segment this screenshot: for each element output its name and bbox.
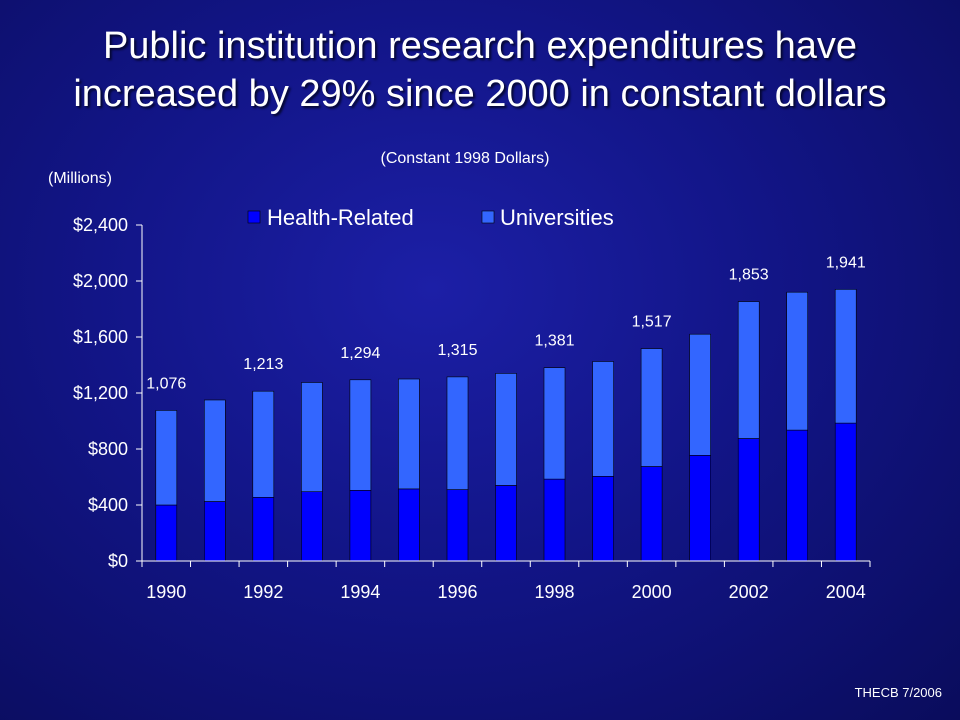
bar-health-related-1997 <box>495 485 517 562</box>
legend-swatch-health-related <box>247 210 261 224</box>
data-label: 1,941 <box>826 254 866 271</box>
x-tick-label: 2000 <box>632 582 672 602</box>
bar-universities-2004 <box>834 288 857 424</box>
legend-swatch-universities <box>481 210 495 224</box>
bar-health-related-2001 <box>689 454 711 562</box>
bar-universities-2000 <box>640 348 663 467</box>
data-label: 1,213 <box>243 356 283 373</box>
bar-health-related-1996 <box>446 489 469 562</box>
data-label: 1,853 <box>729 267 769 284</box>
bar-universities-1993 <box>301 382 323 492</box>
bar-health-related-1990 <box>155 504 178 562</box>
title-line-2: increased by 29% since 2000 in constant … <box>73 73 887 115</box>
y-axis-units-label: (Millions) <box>48 170 112 187</box>
source-footer: THECB 7/2006 <box>854 685 942 700</box>
bar-health-related-1999 <box>592 475 614 562</box>
chart-title: Public institution research expenditures… <box>0 22 960 118</box>
bar-health-related-2002 <box>737 438 760 562</box>
y-tick-label: $2,000 <box>73 271 128 291</box>
bar-universities-1998 <box>543 367 566 480</box>
y-tick-label: $0 <box>108 551 128 571</box>
y-tick-label: $1,200 <box>73 383 128 403</box>
bar-health-related-1992 <box>252 496 275 562</box>
bar-universities-2003 <box>786 291 809 431</box>
bar-universities-1992 <box>252 390 275 498</box>
bar-universities-1991 <box>204 399 226 502</box>
data-label: 1,076 <box>146 375 186 392</box>
x-tick-label: 1992 <box>243 582 283 602</box>
bar-universities-1995 <box>398 378 420 490</box>
x-tick-label: 1994 <box>340 582 380 602</box>
data-label: 1,517 <box>632 314 672 331</box>
x-tick-label: 2004 <box>826 582 866 602</box>
y-tick-label: $2,400 <box>73 215 128 235</box>
bar-universities-1996 <box>446 376 469 490</box>
x-tick-label: 1996 <box>437 582 477 602</box>
bar-universities-1997 <box>495 373 517 486</box>
bar-universities-1994 <box>349 379 372 491</box>
bar-health-related-1991 <box>204 501 226 562</box>
bar-health-related-1998 <box>543 478 566 562</box>
bar-health-related-1993 <box>301 491 323 562</box>
x-tick-label: 1998 <box>535 582 575 602</box>
bar-universities-2002 <box>737 301 760 439</box>
bar-health-related-2004 <box>834 422 857 562</box>
data-label: 1,315 <box>437 342 477 359</box>
chart-subtitle: (Constant 1998 Dollars) <box>380 150 550 167</box>
data-label: 1,294 <box>340 345 380 362</box>
y-tick-label: $800 <box>88 439 128 459</box>
data-label: 1,381 <box>535 333 575 350</box>
bar-universities-2001 <box>689 333 711 456</box>
x-tick-label: 2002 <box>729 582 769 602</box>
x-tick-label: 1990 <box>146 582 186 602</box>
bar-health-related-2000 <box>640 466 663 562</box>
bar-universities-1999 <box>592 361 614 477</box>
legend-label-health-related: Health-Related <box>267 205 414 230</box>
bar-universities-1990 <box>155 410 178 506</box>
title-line-1: Public institution research expenditures… <box>102 25 858 67</box>
y-tick-label: $400 <box>88 495 128 515</box>
bar-health-related-1994 <box>349 489 372 562</box>
legend-label-universities: Universities <box>500 205 614 230</box>
y-tick-label: $1,600 <box>73 327 128 347</box>
bar-health-related-2003 <box>786 429 809 562</box>
bar-health-related-1995 <box>398 488 420 562</box>
